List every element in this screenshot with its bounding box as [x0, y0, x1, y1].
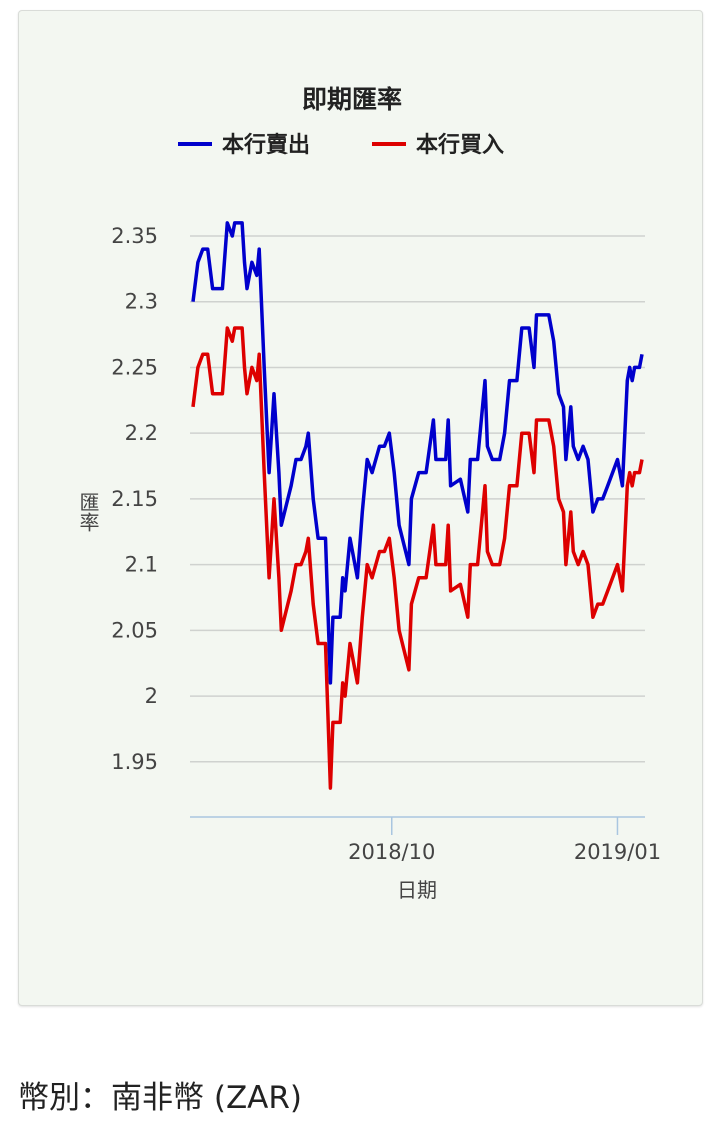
y-tick-label: 2.05	[111, 618, 158, 642]
gridlines	[190, 235, 645, 763]
series-line-buy	[191, 326, 644, 790]
y-tick-label: 2.1	[125, 553, 158, 577]
y-tick-label: 2.25	[111, 355, 158, 379]
y-axis-title-text: 匯率	[76, 492, 100, 532]
y-tick-label: 2	[145, 684, 158, 708]
series-line-sell	[191, 221, 644, 685]
chart-card	[18, 10, 703, 1006]
x-axis-ticks: 2018/10 2019/01	[348, 817, 661, 864]
y-tick-label: 1.95	[111, 750, 158, 774]
y-axis-ticks: 2.35 2.3 2.25 2.2 2.15 2.1 2.05 2 1.95	[111, 224, 158, 774]
y-tick-label: 2.35	[111, 224, 158, 248]
y-tick-label: 2.2	[125, 421, 158, 445]
y-axis-title: 匯率	[76, 492, 100, 532]
currency-label: 幣別：南非幣 (ZAR)	[18, 1080, 303, 1116]
x-tick-label: 2018/10	[348, 840, 435, 864]
legend: 本行賣出 本行買入	[178, 132, 504, 158]
x-tick-label: 2019/01	[574, 840, 661, 864]
legend-label-buy[interactable]: 本行買入	[416, 132, 504, 158]
x-axis-title: 日期	[397, 878, 437, 902]
series-lines	[191, 221, 644, 790]
y-tick-label: 2.3	[125, 290, 158, 314]
y-tick-label: 2.15	[111, 487, 158, 511]
chart-title: 即期匯率	[302, 85, 402, 114]
legend-label-sell[interactable]: 本行賣出	[222, 132, 310, 158]
